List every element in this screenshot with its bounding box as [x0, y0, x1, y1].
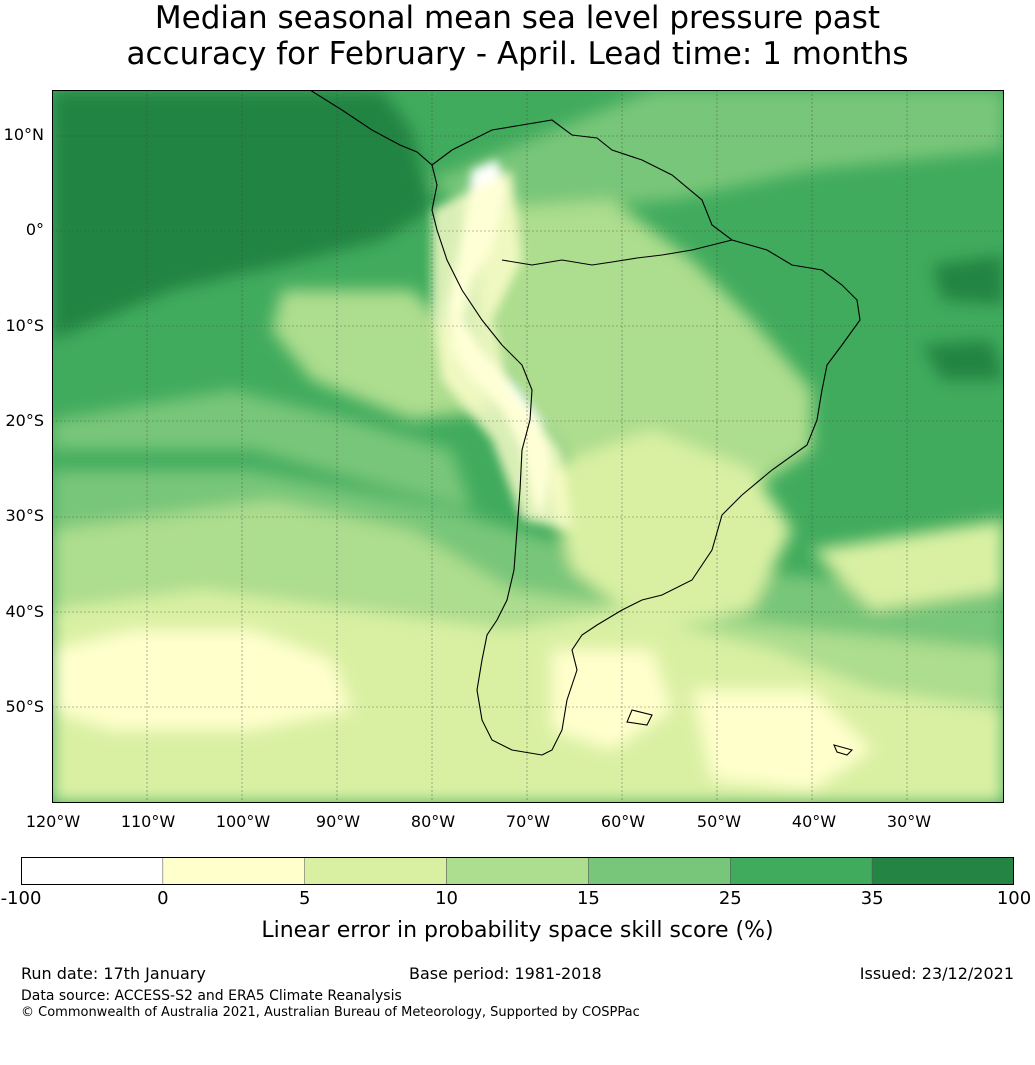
region-light-green-land: [472, 200, 812, 510]
colorbar-segment: [304, 857, 447, 885]
colorbar-segment: [162, 857, 305, 885]
colorbar-label: Linear error in probability space skill …: [261, 918, 774, 943]
lat-label: 20°S: [5, 411, 44, 430]
lat-label: 30°S: [5, 506, 44, 525]
region-cream-se: [692, 690, 872, 790]
region-pale-green-central: [542, 430, 792, 630]
region-andes-pale: [432, 170, 572, 530]
lat-label: 10°S: [5, 316, 44, 335]
colorbar: [21, 857, 1014, 885]
copyright: © Commonwealth of Australia 2021, Austra…: [21, 1005, 640, 1020]
base-period: Base period: 1981-2018: [409, 964, 602, 983]
graticule: [52, 90, 1004, 803]
colorbar-tick: 100: [996, 888, 1032, 909]
issued-date: Issued: 23/12/2021: [859, 964, 1014, 983]
region-dark-green-east-2: [922, 340, 1004, 380]
lon-label: 40°W: [791, 812, 837, 831]
colorbar-tick: 25: [718, 888, 742, 909]
lat-label: 40°S: [5, 602, 44, 621]
colorbar-segment: [588, 857, 731, 885]
title-line-2: accuracy for February - April. Lead time…: [126, 36, 909, 72]
region-cream-sw: [52, 630, 352, 730]
map-frame: [52, 90, 1004, 803]
colorbar-tick: 0: [157, 888, 169, 909]
chart-title: Median seasonal mean sea level pressure …: [0, 0, 1035, 72]
region-dark-green-east: [932, 255, 1004, 305]
lon-label: 50°W: [696, 812, 742, 831]
lon-label: 30°W: [886, 812, 932, 831]
region-medium-green-band: [52, 390, 472, 510]
lon-label: 90°W: [315, 812, 361, 831]
colorbar-tick: 15: [576, 888, 600, 909]
coastline: [309, 90, 861, 756]
colorbar-segment: [446, 857, 589, 885]
data-source: Data source: ACCESS-S2 and ERA5 Climate …: [21, 988, 402, 1004]
lon-label: 100°W: [215, 812, 271, 831]
region-cream-south: [552, 650, 672, 750]
colorbar-tick: 10: [435, 888, 459, 909]
lat-label: 0°: [25, 220, 44, 239]
run-date: Run date: 17th January: [21, 964, 206, 983]
colorbar-segment: [21, 857, 164, 885]
lat-label: 10°N: [3, 125, 44, 144]
lon-label: 120°W: [25, 812, 81, 831]
skill-map: [52, 90, 1004, 803]
colorbar-tick: -100: [0, 888, 42, 909]
lon-label: 60°W: [600, 812, 646, 831]
region-pale-green-east: [812, 520, 1004, 610]
lon-label: 70°W: [505, 812, 551, 831]
lat-label: 50°S: [5, 697, 44, 716]
region-medium-green-north: [432, 90, 1004, 230]
title-line-1: Median seasonal mean sea level pressure …: [154, 0, 881, 36]
colorbar-segment: [871, 857, 1014, 885]
lon-label: 80°W: [410, 812, 456, 831]
colorbar-segment: [730, 857, 873, 885]
colorbar-tick: 35: [860, 888, 884, 909]
lon-label: 110°W: [120, 812, 176, 831]
colorbar-tick: 5: [298, 888, 311, 909]
